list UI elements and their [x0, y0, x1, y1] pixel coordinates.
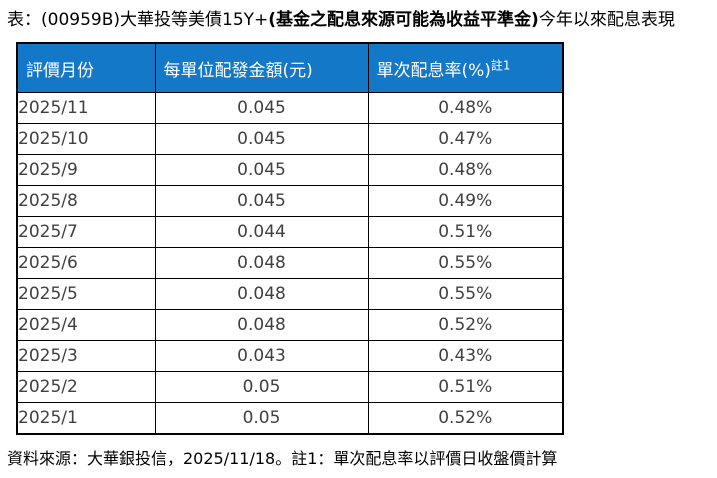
rate-cell: 0.52%: [367, 402, 564, 435]
rate-cell: 0.49%: [367, 185, 564, 217]
table-row: 2025/8 0.045 0.49%: [16, 185, 564, 217]
amount-cell: 0.05: [154, 371, 369, 403]
table-row: 2025/1 0.05 0.52%: [16, 402, 564, 435]
amount-cell: 0.045: [154, 185, 369, 217]
month-cell: 2025/8: [16, 185, 156, 217]
header-rate: 單次配息率(%)註1: [367, 42, 564, 93]
title-prefix: 表：(00959B)大華投等美債15Y+: [7, 10, 269, 30]
header-rate-footnote-sup: 註1: [490, 57, 511, 72]
table-row: 2025/6 0.048 0.55%: [16, 247, 564, 279]
table-row: 2025/2 0.05 0.51%: [16, 371, 564, 403]
rate-cell: 0.48%: [367, 154, 564, 186]
table-row: 2025/3 0.043 0.43%: [16, 340, 564, 372]
header-rate-label: 單次配息率(%): [376, 60, 491, 81]
month-cell: 2025/10: [16, 123, 156, 155]
amount-cell: 0.044: [154, 216, 369, 248]
rate-cell: 0.51%: [367, 216, 564, 248]
header-month: 評價月份: [16, 42, 156, 93]
amount-cell: 0.05: [154, 402, 369, 435]
rate-cell: 0.43%: [367, 340, 564, 372]
month-cell: 2025/7: [16, 216, 156, 248]
amount-cell: 0.045: [154, 154, 369, 186]
month-cell: 2025/5: [16, 278, 156, 310]
month-cell: 2025/9: [16, 154, 156, 186]
rate-cell: 0.55%: [367, 247, 564, 279]
rate-cell: 0.55%: [367, 278, 564, 310]
rate-cell: 0.48%: [367, 92, 564, 124]
rate-cell: 0.51%: [367, 371, 564, 403]
month-cell: 2025/1: [16, 402, 156, 435]
table-row: 2025/7 0.044 0.51%: [16, 216, 564, 248]
title-fund-note: (基金之配息來源可能為收益平準金): [268, 10, 539, 30]
header-amount: 每單位配發金額(元): [154, 42, 369, 93]
amount-cell: 0.048: [154, 247, 369, 279]
source-note: 資料來源：大華銀投信，2025/11/18。註1：單次配息率以評價日收盤價計算: [7, 449, 558, 468]
rate-cell: 0.52%: [367, 309, 564, 341]
amount-cell: 0.045: [154, 123, 369, 155]
header-row: 評價月份 每單位配發金額(元) 單次配息率(%)註1: [16, 42, 564, 93]
dividend-table-body: 2025/11 0.045 0.48% 2025/10 0.045 0.47% 2025/9…: [16, 92, 564, 435]
month-cell: 2025/4: [16, 309, 156, 341]
amount-cell: 0.048: [154, 309, 369, 341]
dividend-table: 評價月份 每單位配發金額(元) 單次配息率(%)註1 2025/11 0.045 0…: [16, 42, 564, 435]
table-row: 2025/5 0.048 0.55%: [16, 278, 564, 310]
rate-cell: 0.47%: [367, 123, 564, 155]
month-cell: 2025/2: [16, 371, 156, 403]
title-suffix: 今年以來配息表現: [538, 10, 675, 30]
table-row: 2025/9 0.045 0.48%: [16, 154, 564, 186]
amount-cell: 0.045: [154, 92, 369, 124]
month-cell: 2025/6: [16, 247, 156, 279]
amount-cell: 0.048: [154, 278, 369, 310]
month-cell: 2025/11: [16, 92, 156, 124]
month-cell: 2025/3: [16, 340, 156, 372]
table-row: 2025/10 0.045 0.47%: [16, 123, 564, 155]
table-row: 2025/4 0.048 0.52%: [16, 309, 564, 341]
amount-cell: 0.043: [154, 340, 369, 372]
table-row: 2025/11 0.045 0.48%: [16, 92, 564, 124]
page-title: 表：(00959B)大華投等美債15Y+(基金之配息來源可能為收益平準金)今年以…: [7, 9, 713, 32]
